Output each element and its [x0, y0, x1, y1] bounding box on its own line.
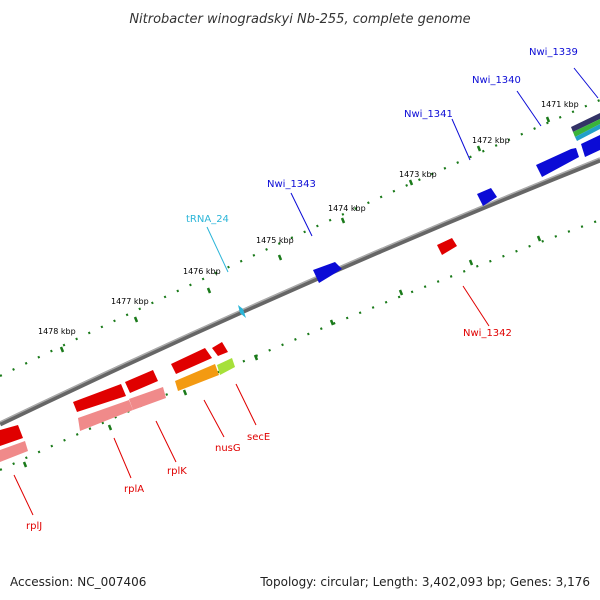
kbp-label: 1472 kbp	[472, 136, 510, 145]
map-title: Nitrobacter winogradskyi Nb-255, complet…	[129, 12, 470, 27]
kbp-label: 1473 kbp	[399, 170, 437, 179]
label-nwi-1340: Nwi_1340	[472, 75, 521, 86]
gene-nwi-1339-band-1[interactable]	[571, 113, 600, 132]
band-nusg	[175, 364, 219, 391]
kbp-label: 1474 kbp	[328, 204, 366, 213]
band-sece	[217, 358, 235, 375]
kbp-label: 1478 kbp	[38, 327, 76, 336]
outer-major-ticks	[59, 116, 551, 353]
rna-bands	[0, 358, 235, 462]
kbp-label: 1475 kbp	[256, 236, 294, 245]
gene-nwi-1339-band-2[interactable]	[573, 119, 600, 137]
label-trna-24: tRNA_24	[186, 214, 229, 225]
inner-major-ticks	[22, 235, 542, 468]
gene-sece[interactable]	[212, 342, 228, 356]
label-rpla: rplA	[124, 484, 144, 495]
leader-lines	[13, 67, 599, 516]
label-nwi-1339: Nwi_1339	[529, 47, 578, 58]
genome-backbone-highlight	[0, 157, 600, 423]
kbp-label: 1471 kbp	[541, 100, 579, 109]
label-nusg: nusG	[215, 443, 241, 454]
gene-rpla[interactable]	[73, 384, 126, 412]
label-rplj: rplJ	[26, 521, 42, 532]
label-rplk: rplK	[167, 466, 187, 477]
forward-genes	[238, 113, 600, 318]
reverse-genes	[0, 238, 457, 446]
gene-nwi-1342[interactable]	[437, 238, 457, 255]
label-sece: secE	[247, 432, 270, 443]
gene-nwi-1340[interactable]	[536, 148, 579, 177]
label-nwi-1342: Nwi_1342	[463, 328, 512, 339]
gene-nwi-1343[interactable]	[313, 262, 342, 283]
genome-backbone	[0, 157, 600, 427]
gene-rplk[interactable]	[125, 370, 158, 393]
gene-nusg[interactable]	[171, 348, 212, 374]
label-nwi-1341: Nwi_1341	[404, 109, 453, 120]
gene-rplj[interactable]	[0, 425, 23, 446]
label-nwi-1343: Nwi_1343	[267, 179, 316, 190]
accession-text: Accession: NC_007406	[10, 575, 146, 589]
gene-nwi-1341[interactable]	[477, 188, 497, 206]
trna-24-gene[interactable]	[238, 305, 246, 318]
band-rplj	[0, 441, 28, 462]
kbp-labels: 1471 kbp 1472 kbp 1473 kbp 1474 kbp 1475…	[38, 100, 579, 336]
kbp-label: 1477 kbp	[111, 297, 149, 306]
band-rpla	[78, 400, 133, 431]
gene-nwi-1339-band-3[interactable]	[575, 124, 600, 141]
gene-nwi-1339[interactable]	[581, 135, 600, 157]
topology-text: Topology: circular; Length: 3,402,093 bp…	[259, 575, 590, 589]
band-rplk	[129, 387, 166, 410]
inner-tick-ring	[0, 218, 600, 471]
kbp-label: 1476 kbp	[183, 267, 221, 276]
